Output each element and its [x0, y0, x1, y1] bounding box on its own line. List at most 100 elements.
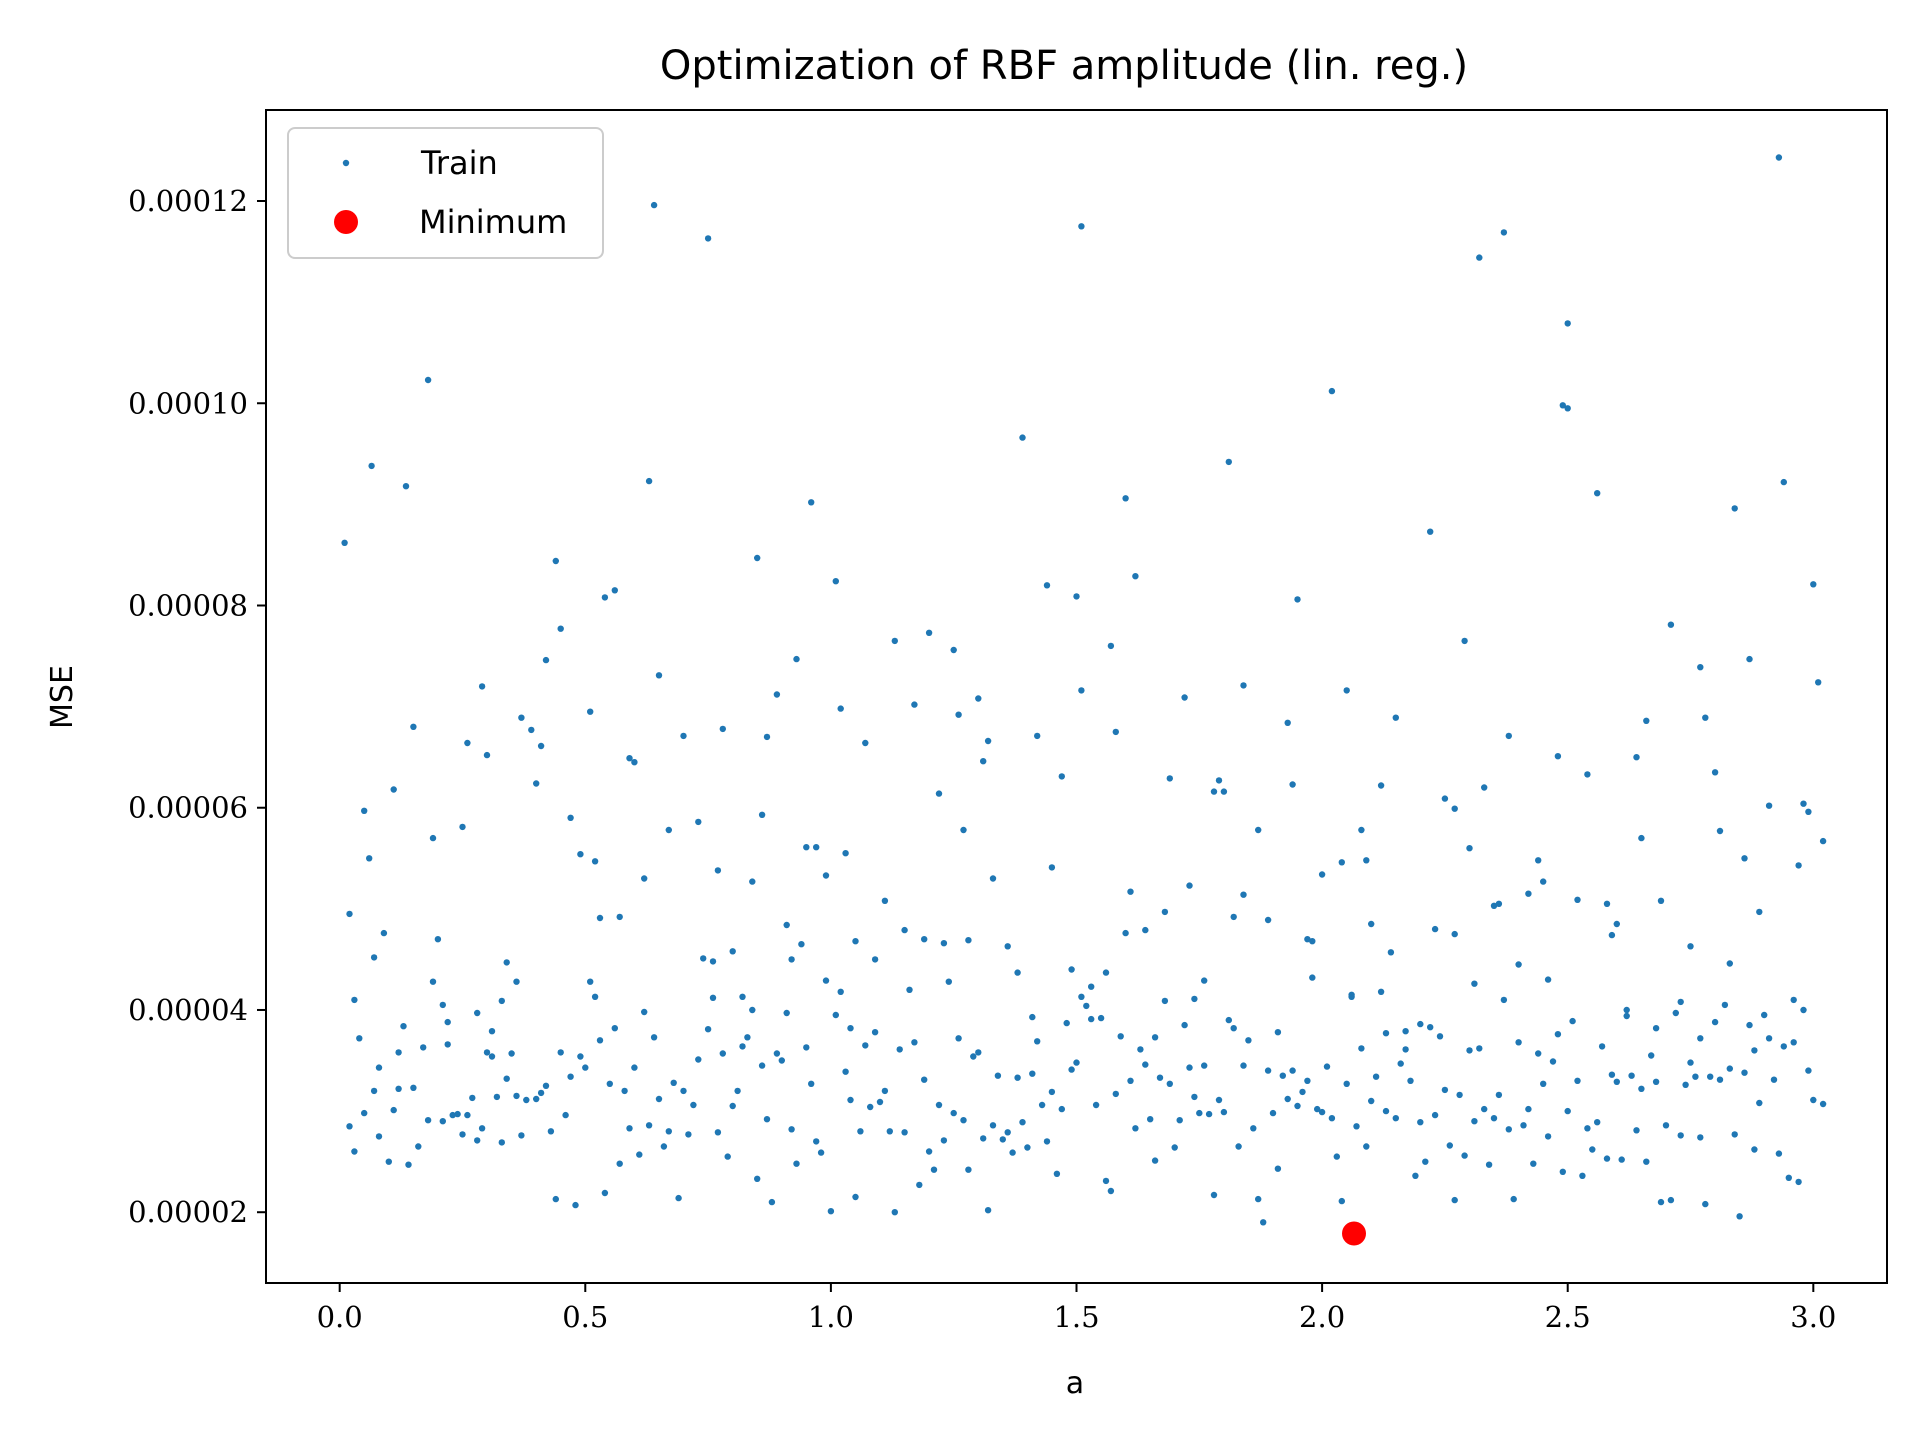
train-point	[675, 1194, 682, 1202]
train-point	[778, 1057, 785, 1064]
train-point	[832, 578, 839, 585]
train-point	[1476, 254, 1483, 261]
train-point	[1112, 728, 1120, 736]
train-point	[704, 1026, 712, 1033]
train-point	[1377, 782, 1385, 789]
train-point	[596, 914, 604, 922]
train-point	[1726, 960, 1734, 967]
legend-train-marker	[342, 159, 350, 167]
train-point	[1417, 1020, 1424, 1028]
train-point	[1530, 1160, 1537, 1167]
train-point	[989, 1122, 997, 1129]
train-point	[758, 811, 766, 818]
train-point	[1132, 1125, 1139, 1132]
train-point	[1250, 1125, 1257, 1132]
train-point	[1638, 1085, 1645, 1093]
train-point	[1471, 980, 1478, 987]
train-point	[1461, 637, 1468, 645]
train-point	[1692, 1073, 1699, 1080]
train-point	[1687, 943, 1694, 950]
train-point	[1264, 1067, 1272, 1074]
train-point	[361, 1109, 368, 1117]
train-point	[1171, 1144, 1178, 1151]
train-point	[650, 1034, 658, 1041]
train-point	[1201, 1062, 1208, 1069]
train-point	[1220, 1108, 1228, 1116]
train-point	[1210, 1191, 1218, 1199]
train-point	[945, 978, 952, 985]
train-point	[1269, 1109, 1277, 1117]
train-point	[385, 1158, 392, 1165]
train-point	[763, 1116, 771, 1123]
train-point	[1289, 781, 1296, 788]
train-point	[405, 1161, 412, 1168]
train-point	[1353, 1123, 1360, 1130]
train-point	[1245, 1037, 1252, 1044]
train-point	[1323, 1063, 1331, 1070]
train-point	[454, 1110, 461, 1118]
train-point	[793, 1160, 800, 1167]
train-point	[370, 954, 378, 961]
train-point	[1697, 1035, 1704, 1042]
legend-box	[287, 127, 604, 259]
train-point	[842, 1068, 849, 1075]
train-point	[975, 695, 982, 702]
train-point	[1579, 1172, 1586, 1180]
train-point	[513, 1092, 520, 1100]
train-point	[842, 850, 849, 857]
train-point	[1299, 1088, 1306, 1096]
train-point	[1623, 1012, 1630, 1020]
train-point	[557, 625, 564, 632]
train-point	[1613, 1078, 1621, 1086]
train-point	[1073, 1059, 1080, 1066]
train-point	[1731, 1131, 1738, 1138]
train-point	[1652, 1025, 1660, 1032]
train-point	[587, 978, 594, 985]
train-point	[1343, 1080, 1350, 1088]
train-point	[1711, 1018, 1719, 1026]
train-point	[965, 1166, 972, 1173]
train-point	[965, 937, 972, 944]
train-point	[1078, 687, 1085, 694]
train-point	[980, 1135, 987, 1142]
train-point	[572, 1201, 579, 1209]
train-point	[1255, 1195, 1262, 1203]
train-point	[1068, 966, 1075, 973]
train-point	[1584, 771, 1591, 778]
train-point	[1147, 1116, 1154, 1123]
train-point	[1422, 1158, 1429, 1165]
train-point	[1667, 1196, 1675, 1204]
train-point	[655, 672, 663, 679]
train-point	[469, 1094, 476, 1102]
train-point	[1142, 926, 1149, 934]
train-point	[474, 1009, 481, 1017]
train-point	[1088, 1015, 1095, 1023]
train-point	[1505, 732, 1513, 740]
train-point	[1628, 1072, 1635, 1079]
train-point	[1107, 642, 1115, 650]
train-point	[395, 1085, 402, 1093]
train-point	[1633, 754, 1640, 761]
train-point	[1407, 1077, 1414, 1085]
train-point	[1161, 908, 1169, 916]
x-tick-label: 1.0	[808, 1300, 854, 1334]
train-point	[1603, 900, 1611, 907]
train-point	[1294, 596, 1301, 603]
train-point	[1205, 1110, 1213, 1118]
train-point	[1707, 1073, 1714, 1080]
train-point	[935, 790, 943, 797]
train-point	[1564, 1107, 1571, 1115]
train-point	[547, 1128, 555, 1135]
train-point	[1029, 1070, 1036, 1077]
train-point	[1481, 784, 1488, 791]
train-point	[508, 1050, 515, 1057]
train-point	[1815, 679, 1822, 686]
train-point	[871, 956, 879, 963]
train-point	[464, 1111, 471, 1119]
train-point	[1662, 1122, 1670, 1129]
train-point	[1102, 1177, 1110, 1185]
train-point	[601, 1189, 609, 1197]
train-point	[1446, 1142, 1454, 1149]
train-point	[346, 1123, 353, 1130]
train-point	[916, 1181, 923, 1189]
